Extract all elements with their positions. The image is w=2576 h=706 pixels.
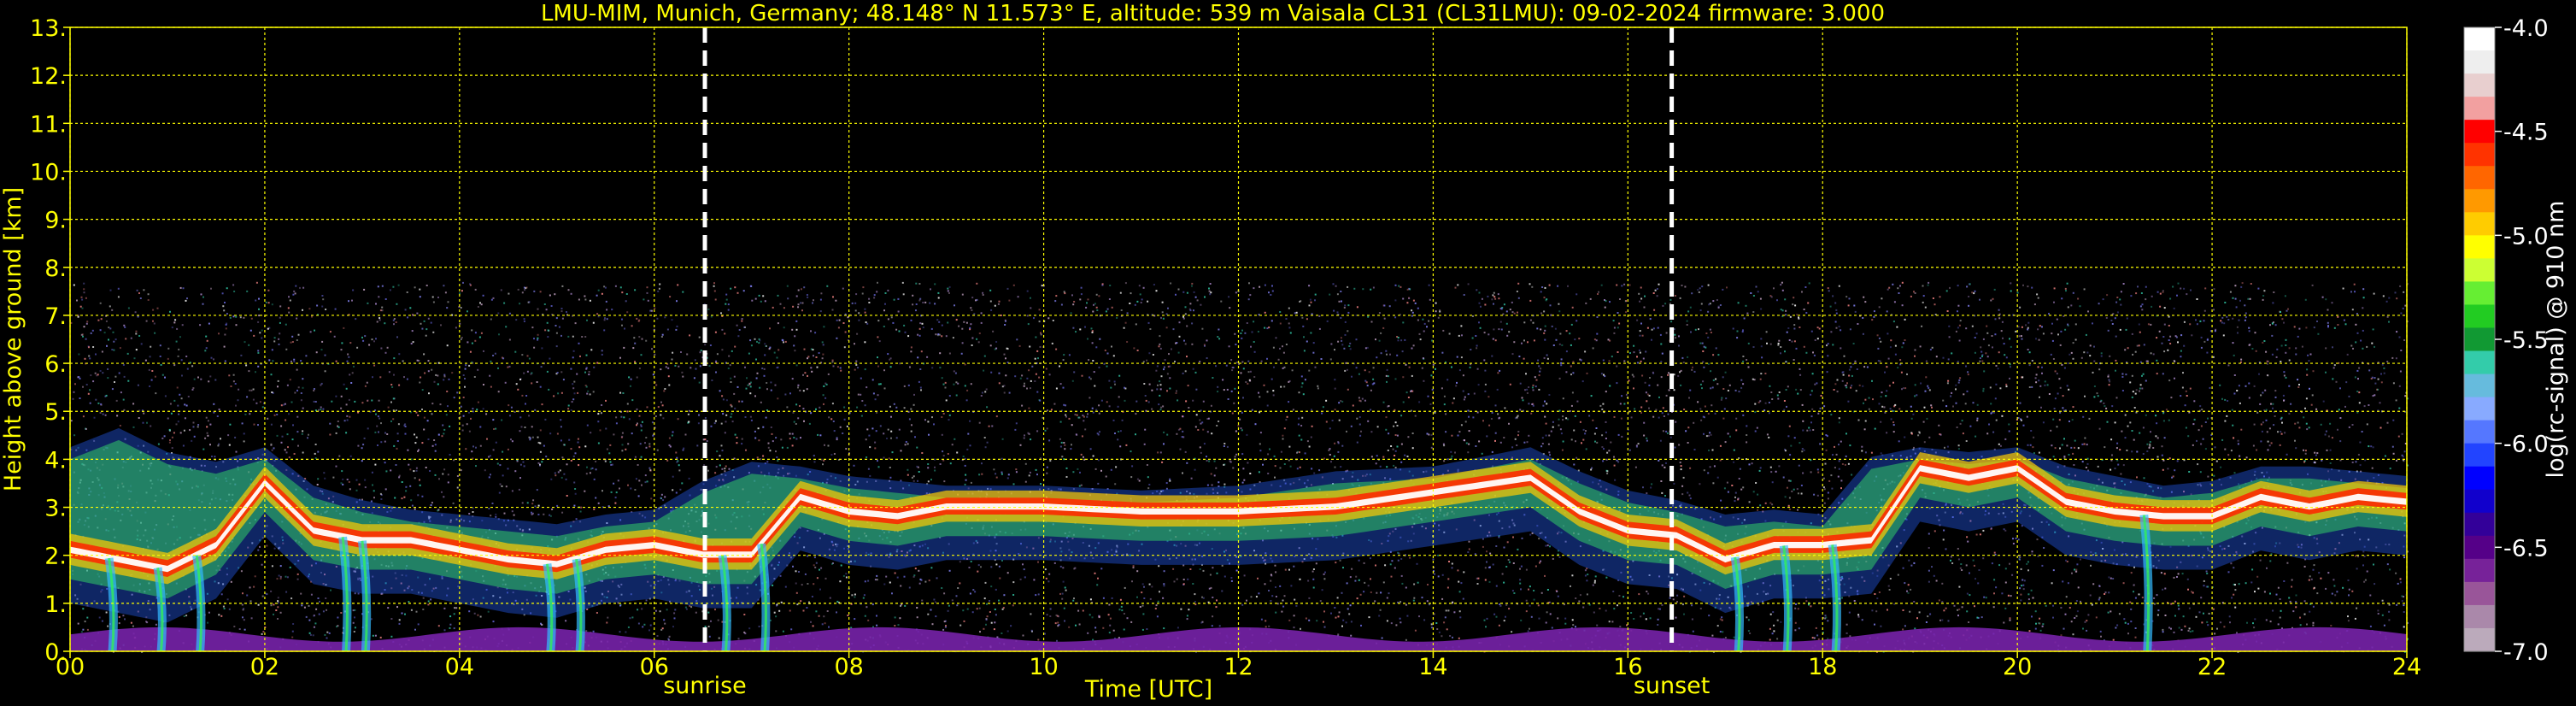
y-tick-label: 4. (44, 447, 67, 474)
x-tick-label: 08 (834, 654, 863, 680)
fall-streak-core (361, 540, 368, 652)
y-tick-label: 2. (44, 544, 67, 570)
colorbar-tick-label: -4.0 (2503, 15, 2549, 42)
x-tick-label: 00 (56, 654, 85, 680)
x-tick-label: 24 (2392, 654, 2421, 680)
x-tick-label: 10 (1029, 654, 1058, 680)
x-tick-label: 14 (1418, 654, 1447, 680)
colorbar-segment (2464, 374, 2495, 398)
y-tick-label: 9. (44, 208, 67, 234)
colorbar-segment (2464, 74, 2495, 97)
colorbar-segment (2464, 512, 2495, 537)
y-tick-label: 13. (30, 15, 67, 42)
colorbar-segment (2464, 558, 2495, 583)
y-tick-label: 12. (30, 63, 67, 90)
colorbar-segment (2464, 235, 2495, 259)
colorbar-tick-label: -7.0 (2503, 639, 2549, 666)
marker-label-sunrise: sunrise (663, 673, 747, 699)
colorbar-segment (2464, 120, 2495, 144)
fall-streak-core (545, 563, 554, 652)
colorbar-segment (2464, 212, 2495, 236)
fall-streak-core (1782, 545, 1790, 652)
fall-streak-core (1734, 556, 1741, 652)
colorbar-segment (2464, 604, 2495, 629)
y-axis-ticks: 0. 1. 2. 3. 4. 5. 6. 7. 8. 9. 10. 11. 12. 13. (30, 15, 70, 666)
colorbar-segment (2464, 420, 2495, 444)
x-axis-ticks: 00 02 04 06 08 10 12 14 16 18 20 22 24 (56, 651, 2421, 680)
colorbar-segment (2464, 627, 2495, 652)
y-tick-label: 10. (30, 159, 67, 185)
colorbar-segment (2464, 350, 2495, 375)
colorbar-label: log(rc-signal) @ 910 nm (2543, 201, 2569, 479)
colorbar-segment (2464, 281, 2495, 306)
x-tick-label: 16 (1613, 654, 1642, 680)
sun-markers (702, 27, 1675, 651)
colorbar-tick-label: -6.5 (2503, 535, 2549, 562)
fall-streak-core (156, 568, 164, 652)
colorbar-segment (2464, 535, 2495, 560)
fall-streak-core (108, 557, 115, 652)
y-axis-label: Height above ground [km] (0, 187, 26, 491)
colorbar-segment (2464, 50, 2495, 74)
x-tick-label: 18 (1808, 654, 1837, 680)
colorbar-segment (2464, 97, 2495, 121)
colorbar-segment (2464, 327, 2495, 352)
colorbar-segment (2464, 443, 2495, 468)
colorbar-segment (2464, 189, 2495, 213)
colorbar-tick-label: -4.5 (2503, 120, 2549, 146)
colorbar-segment (2464, 258, 2495, 283)
x-tick-label: 04 (445, 654, 474, 680)
fall-streak-core (1831, 544, 1839, 652)
colorbar-segment (2464, 397, 2495, 421)
y-tick-label: 8. (44, 256, 67, 282)
y-tick-label: 1. (44, 591, 67, 618)
y-tick-label: 0. (44, 639, 67, 666)
fall-streak-core (2142, 515, 2151, 652)
x-tick-label: 02 (250, 654, 279, 680)
marker-label-sunset: sunset (1634, 673, 1710, 699)
colorbar-tick-label: -6.0 (2503, 432, 2549, 458)
colorbar-segment (2464, 304, 2495, 329)
x-axis-label: Time [UTC] (1084, 676, 1212, 703)
x-tick-label: 06 (640, 654, 669, 680)
y-tick-label: 11. (30, 111, 67, 138)
x-tick-label: 12 (1223, 654, 1253, 680)
chart-title: LMU-MIM, Munich, Germany; 48.148° N 11.5… (541, 1, 1885, 26)
colorbar-tick-label: -5.5 (2503, 327, 2549, 354)
colorbar-segment (2464, 166, 2495, 190)
colorbar-segment (2464, 581, 2495, 606)
y-tick-label: 6. (44, 351, 67, 378)
colorbar-segment (2464, 466, 2495, 491)
x-tick-label: 22 (2198, 654, 2227, 680)
colorbar-segment (2464, 489, 2495, 514)
fall-streak-core (575, 558, 583, 652)
y-tick-label: 5. (44, 399, 67, 426)
fall-streak-core (195, 555, 202, 652)
colorbar-segment (2464, 27, 2495, 51)
colorbar-tick-label: -5.0 (2503, 223, 2549, 250)
colorbar: -4.0 -4.5 -5.0 -5.5 -6.0 -6.5 -7.0 (2463, 15, 2549, 666)
x-tick-label: 20 (2003, 654, 2032, 680)
y-tick-label: 7. (44, 303, 67, 330)
y-tick-label: 3. (44, 496, 67, 522)
fall-streak-core (341, 537, 349, 652)
colorbar-segment (2464, 143, 2495, 167)
